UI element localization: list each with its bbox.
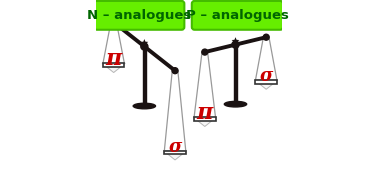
- Ellipse shape: [263, 34, 269, 40]
- Ellipse shape: [133, 103, 155, 109]
- Polygon shape: [141, 39, 148, 46]
- Text: P – analogues: P – analogues: [186, 9, 289, 22]
- Ellipse shape: [172, 68, 178, 74]
- FancyBboxPatch shape: [194, 117, 215, 121]
- FancyBboxPatch shape: [94, 1, 184, 30]
- FancyBboxPatch shape: [234, 45, 237, 104]
- Text: π: π: [105, 48, 122, 70]
- FancyBboxPatch shape: [143, 46, 146, 106]
- FancyBboxPatch shape: [164, 151, 186, 154]
- Polygon shape: [163, 151, 187, 160]
- Text: σ: σ: [169, 138, 182, 155]
- Text: σ: σ: [260, 67, 273, 85]
- Polygon shape: [254, 80, 278, 89]
- Ellipse shape: [111, 19, 117, 25]
- FancyBboxPatch shape: [192, 1, 283, 30]
- Ellipse shape: [232, 41, 239, 48]
- Ellipse shape: [224, 101, 247, 107]
- Polygon shape: [193, 117, 217, 126]
- Text: π: π: [197, 102, 213, 124]
- Text: N – analogues: N – analogues: [87, 9, 191, 22]
- Polygon shape: [232, 37, 239, 45]
- FancyBboxPatch shape: [256, 80, 277, 84]
- Ellipse shape: [202, 49, 208, 55]
- Ellipse shape: [141, 43, 148, 50]
- Polygon shape: [102, 63, 125, 73]
- FancyBboxPatch shape: [103, 63, 124, 67]
